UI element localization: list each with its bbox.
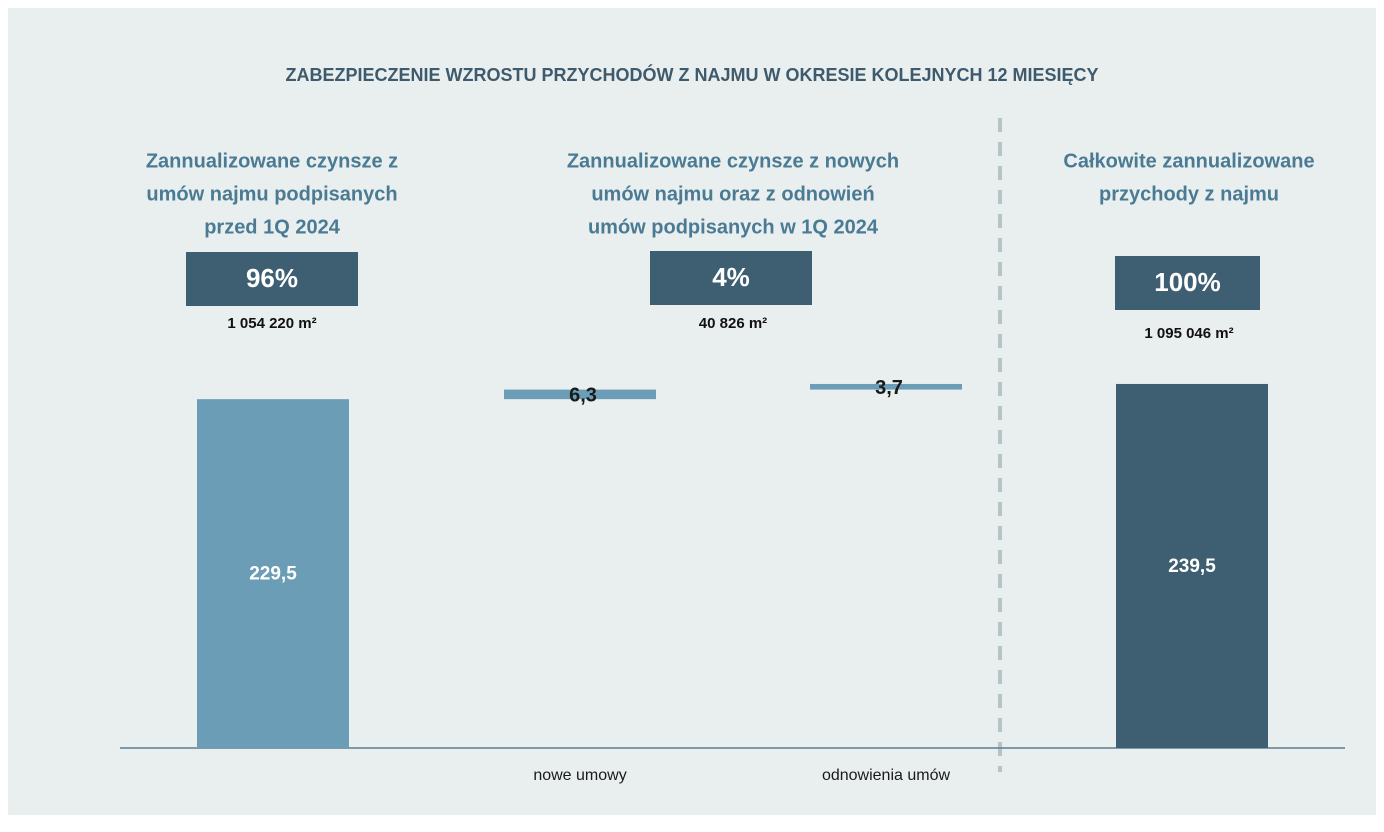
group-heading: Zannualizowane czynsze z: [146, 150, 398, 172]
group-heading: umów najmu podpisanych: [146, 183, 397, 205]
data-label: 229,5: [249, 564, 297, 585]
area-label: 1 095 046 m²: [1144, 325, 1233, 342]
chart-title: ZABEZPIECZENIE WZROSTU PRZYCHODÓW Z NAJM…: [285, 64, 1098, 85]
group-heading: umów podpisanych w 1Q 2024: [588, 216, 879, 238]
bar: [504, 389, 656, 400]
share-label: 4%: [712, 262, 750, 292]
share-box: [1115, 256, 1260, 310]
x-tick-label: odnowienia umów: [822, 767, 951, 784]
group-heading: Zannualizowane czynsze z nowych: [567, 150, 899, 172]
share-label: 100%: [1154, 267, 1221, 297]
area-label: 40 826 m²: [699, 315, 767, 332]
data-label: 6,3: [569, 385, 597, 407]
group-heading: Całkowite zannualizowane: [1063, 150, 1314, 172]
bar: [810, 383, 962, 390]
group-heading: przychody z najmu: [1099, 183, 1279, 205]
share-label: 96%: [246, 263, 298, 293]
data-label: 239,5: [1168, 556, 1216, 577]
group-heading: przed 1Q 2024: [204, 216, 341, 238]
bar: [1116, 383, 1268, 748]
share-box: [186, 252, 358, 306]
group-heading: umów najmu oraz z odnowień: [591, 183, 874, 205]
bar: [197, 399, 349, 748]
x-tick-label: nowe umowy: [533, 767, 626, 784]
share-box: [650, 251, 812, 305]
area-label: 1 054 220 m²: [227, 315, 316, 332]
data-label: 3,7: [875, 377, 903, 399]
